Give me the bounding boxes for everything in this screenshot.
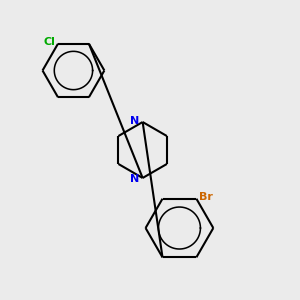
Text: N: N (130, 174, 139, 184)
Text: Cl: Cl (43, 37, 55, 47)
Text: N: N (130, 116, 139, 126)
Text: Br: Br (199, 192, 213, 202)
